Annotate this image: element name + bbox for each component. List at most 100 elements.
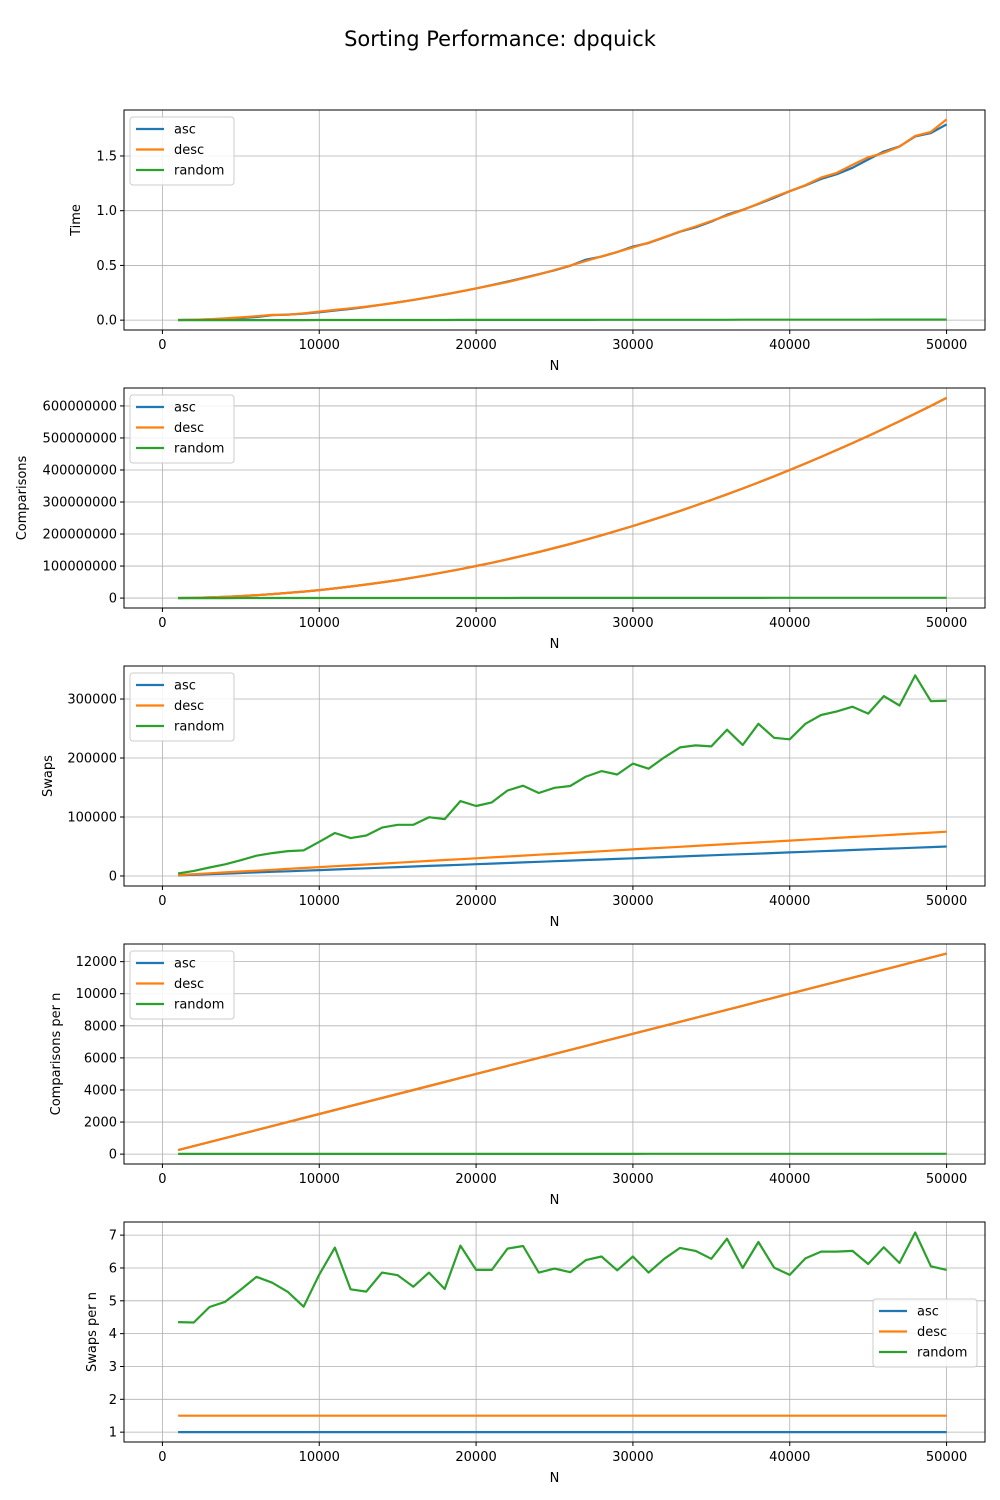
y-tick-label: 200000000 (43, 528, 117, 543)
grid (124, 944, 985, 1164)
x-tick-label: 20000 (455, 894, 496, 909)
series-line-desc (178, 830, 947, 877)
x-tick-label: 10000 (299, 616, 340, 631)
y-tick-label: 12000 (76, 955, 117, 970)
x-tick-label: 50000 (926, 616, 967, 631)
x-tick-label: 50000 (926, 1172, 967, 1187)
y-tick-label: 0.5 (96, 259, 117, 274)
x-tick-label: 10000 (299, 894, 340, 909)
series-line-asc (178, 123, 948, 322)
x-tick-label: 0 (158, 338, 166, 353)
subplot-3: 0 10000 20000 30000 40000 50000 0 100000 200000 3… (41, 665, 986, 930)
axes-frame (123, 943, 986, 1165)
y-tick-label: 5 (109, 1294, 117, 1309)
legend: asc desc random (129, 116, 235, 186)
grid (124, 388, 985, 608)
y-tick-label: 300000 (67, 693, 117, 708)
legend-box (129, 672, 235, 742)
figure-title: Sorting Performance: dpquick (344, 27, 657, 51)
y-tick-label: 4 (109, 1327, 117, 1342)
y-axis-label: Time (69, 204, 84, 237)
legend-box (872, 1298, 978, 1368)
y-tick-label: 1.0 (96, 204, 117, 219)
legend-label-random: random (174, 720, 224, 735)
y-tick-label: 300000000 (43, 496, 117, 511)
y-tick-label: 6000 (84, 1051, 117, 1066)
grid (124, 666, 985, 886)
y-tick-label: 4000 (84, 1083, 117, 1098)
x-tick-label: 50000 (926, 338, 967, 353)
y-tick-label: 0.0 (96, 314, 117, 329)
subplot-4: 0 10000 20000 30000 40000 50000 0 2000 4000 6000 8… (49, 943, 986, 1208)
grid (124, 110, 985, 330)
x-tick-label: 40000 (769, 1450, 810, 1465)
subplot-2: 0 10000 20000 30000 40000 50000 0 100000000 2000… (15, 387, 986, 652)
series-line-desc (177, 952, 947, 1152)
y-tick-label: 7 (109, 1229, 117, 1244)
y-tick-label: 2 (109, 1393, 117, 1408)
x-tick-label: 10000 (299, 1172, 340, 1187)
y-tick-label: 8000 (84, 1019, 117, 1034)
subplot-1: 0 10000 20000 30000 40000 50000 0.0 0.5 1.0 1.5 N T… (69, 109, 986, 374)
legend-label-random: random (917, 1346, 967, 1361)
series-line-desc (178, 396, 948, 600)
x-axis-label: N (550, 915, 560, 930)
y-axis-label: Comparisons (15, 455, 30, 540)
legend-label-random: random (174, 164, 224, 179)
legend-label-desc: desc (174, 699, 204, 714)
legend-label-asc: asc (174, 123, 196, 138)
legend: asc desc random (129, 950, 235, 1020)
y-tick-label: 0 (109, 592, 117, 607)
series-line-desc (178, 118, 948, 322)
y-tick-label: 200000 (67, 752, 117, 767)
legend: asc desc random (129, 672, 235, 742)
x-tick-label: 0 (158, 894, 166, 909)
series-line-asc (178, 845, 947, 877)
x-axis-label: N (550, 1471, 560, 1486)
legend-label-random: random (174, 442, 224, 457)
y-tick-label: 600000000 (43, 399, 117, 414)
x-axis-label: N (550, 359, 560, 374)
series-line-random (178, 1231, 947, 1324)
axes-frame (123, 387, 986, 609)
legend-label-asc: asc (174, 957, 196, 972)
x-tick-label: 20000 (455, 1172, 496, 1187)
legend-label-asc: asc (174, 401, 196, 416)
y-axis-label: Swaps (41, 755, 56, 797)
legend-label-desc: desc (174, 977, 204, 992)
x-axis-label: N (550, 1193, 560, 1208)
legend-label-desc: desc (174, 143, 204, 158)
subplot-5: 0 10000 20000 30000 40000 50000 1 2 3 4 5 6 7 N Swaps … (85, 1221, 986, 1486)
y-tick-label: 3 (109, 1360, 117, 1375)
x-tick-label: 30000 (612, 338, 653, 353)
x-tick-label: 50000 (926, 894, 967, 909)
y-tick-label: 1.5 (96, 149, 117, 164)
y-tick-label: 6 (109, 1261, 117, 1276)
x-tick-label: 40000 (769, 1172, 810, 1187)
legend-label-desc: desc (917, 1325, 947, 1340)
x-tick-label: 50000 (926, 1450, 967, 1465)
legend-box (129, 394, 235, 464)
y-axis-label: Swaps per n (85, 1292, 100, 1372)
x-tick-label: 10000 (299, 338, 340, 353)
legend-label-asc: asc (174, 679, 196, 694)
x-tick-label: 0 (158, 1172, 166, 1187)
x-tick-label: 30000 (612, 894, 653, 909)
x-tick-label: 40000 (769, 616, 810, 631)
y-tick-label: 500000000 (43, 431, 117, 446)
x-tick-label: 20000 (455, 616, 496, 631)
series-line-asc (178, 396, 948, 600)
series-line-random (177, 674, 947, 875)
axes-frame (123, 109, 986, 331)
legend-label-desc: desc (174, 421, 204, 436)
x-axis-label: N (550, 637, 560, 652)
x-tick-label: 20000 (455, 338, 496, 353)
y-tick-label: 0 (109, 1148, 117, 1163)
legend-box (129, 950, 235, 1020)
x-tick-label: 30000 (612, 1172, 653, 1187)
legend: asc desc random (129, 394, 235, 464)
subplots: 0 10000 20000 30000 40000 500000.00.51.01.5NT… (15, 109, 986, 1486)
y-tick-label: 10000 (76, 987, 117, 1002)
legend-label-random: random (174, 998, 224, 1013)
